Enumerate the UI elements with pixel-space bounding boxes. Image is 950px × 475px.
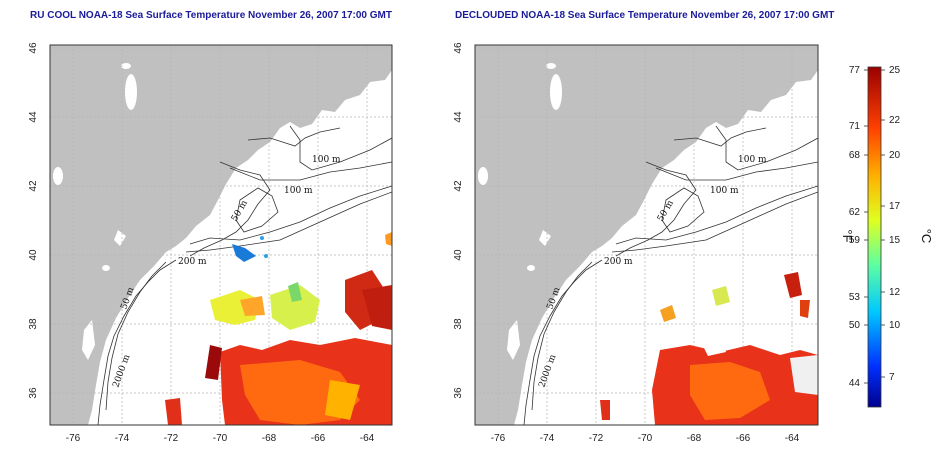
right-lon-axis: -76 -74 -72 -70 -68 -66 -64 [491,433,800,444]
right-lat-tick: 40 [453,249,464,261]
colorbar-f-tick: 50 [849,320,861,331]
colorbar-c-tick: 10 [889,320,901,331]
right-lon-tick: -66 [736,433,751,444]
right-lat-tick: 42 [453,180,464,192]
colorbar-gradient-bar [867,66,882,408]
left-lon-tick: -74 [115,433,130,444]
colorbar-celsius-unit: °C [919,229,934,244]
colorbar-c-tick: 25 [889,65,901,76]
left-land [50,45,392,425]
left-lon-tick: -72 [164,433,179,444]
left-map [50,45,392,425]
colorbar-f-tick: 44 [849,378,861,389]
left-lon-tick: -68 [262,433,277,444]
colorbar-f-tick: 62 [849,207,861,218]
left-contour-label-100m-b: 100 m [284,186,313,196]
right-lon-tick: -72 [589,433,604,444]
right-lon-tick: -68 [687,433,702,444]
colorbar-c-tick: 20 [889,150,901,161]
right-panel-title: DECLOUDED NOAA-18 Sea Surface Temperatur… [455,10,835,21]
right-lat-tick: 44 [453,111,464,123]
colorbar: 77 71 68 62 59 53 50 44 25 22 20 17 15 1… [840,65,934,408]
right-map [475,45,818,425]
left-lon-axis: -76 -74 -72 -70 -68 -66 -64 [66,433,375,444]
right-lon-tick: -64 [785,433,800,444]
colorbar-fahrenheit-unit: °F [840,229,855,242]
left-lat-tick: 42 [28,180,39,192]
right-contours [523,125,818,425]
colorbar-f-tick: 53 [849,292,861,303]
colorbar-f-tick: 59 [849,235,861,246]
right-lon-tick: -76 [491,433,506,444]
colorbar-c-tick: 17 [889,201,901,212]
left-lat-tick: 36 [28,387,39,399]
left-contour-label-100m-a: 100 m [312,155,341,165]
left-panel-title: RU COOL NOAA-18 Sea Surface Temperature … [30,10,392,21]
left-contours [97,125,392,425]
right-lat-tick: 36 [453,387,464,399]
left-lon-tick: -76 [66,433,81,444]
colorbar-f-tick: 77 [849,65,861,76]
right-map-frame [474,44,819,426]
right-land [475,45,818,425]
colorbar-c-tick: 15 [889,235,901,246]
left-lat-tick: 40 [28,249,39,261]
colorbar-c-tick: 22 [889,115,901,126]
left-lat-tick: 46 [28,42,39,54]
right-lat-axis: 46 44 42 40 38 36 [453,42,464,399]
left-lat-tick: 38 [28,318,39,330]
right-sst-field [600,272,818,425]
right-lat-tick: 46 [453,42,464,54]
left-map-frame [49,44,393,426]
colorbar-ticks [864,69,885,384]
colorbar-c-tick: 7 [889,372,895,383]
colorbar-f-tick: 71 [849,121,861,132]
colorbar-c-tick: 12 [889,287,901,298]
left-lon-tick: -64 [360,433,375,444]
left-sst-field [165,232,392,425]
left-lon-tick: -70 [213,433,228,444]
left-lon-tick: -66 [311,433,326,444]
right-lon-tick: -74 [540,433,555,444]
right-contour-label-100m-a: 100 m [738,155,767,165]
left-lat-axis: 46 44 42 40 38 36 [28,42,39,399]
right-lat-tick: 38 [453,318,464,330]
right-contour-label-100m-b: 100 m [710,186,739,196]
colorbar-f-tick: 68 [849,150,861,161]
left-lat-tick: 44 [28,111,39,123]
right-contour-label-200m: 200 m [604,257,633,267]
right-lon-tick: -70 [638,433,653,444]
left-contour-label-200m: 200 m [178,257,207,267]
